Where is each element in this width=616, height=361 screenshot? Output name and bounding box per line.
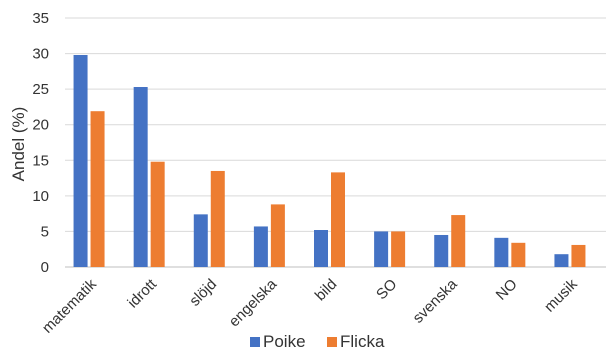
x-tick-label: bild <box>312 276 341 305</box>
x-tick-label: svenska <box>410 275 461 326</box>
bar-poike-no <box>494 237 509 267</box>
bar-poike-slöjd <box>193 214 208 267</box>
x-tick-label: musik <box>541 275 581 315</box>
bar-flicka-musik <box>571 244 586 267</box>
y-tick-label: 5 <box>41 223 49 240</box>
bar-poike-idrott <box>133 87 148 267</box>
y-axis-title: Andel (%) <box>9 107 28 182</box>
bar-poike-svenska <box>434 234 449 267</box>
bar-flicka-bild <box>331 172 345 267</box>
x-tick-label: NO <box>493 276 521 304</box>
x-tick-labels: matematik idrott slöjd engelska bild SO svensk… <box>39 275 581 337</box>
bar-poike-so <box>374 231 389 267</box>
bar-poike-musik <box>554 254 569 267</box>
bar-flicka-matematik <box>90 111 105 267</box>
bar-poike-engelska <box>253 226 268 267</box>
bar-flicka-slöjd <box>210 170 225 267</box>
bar-flicka-engelska <box>270 204 285 267</box>
y-tick-label: 0 <box>41 259 49 276</box>
legend-label: Flicka <box>340 332 385 351</box>
x-tick-label: slöjd <box>186 276 220 310</box>
y-tick-labels: 0 5 10 15 20 25 30 35 <box>32 10 49 276</box>
bar-flicka-idrott <box>150 161 165 267</box>
y-tick-label: 30 <box>32 46 49 63</box>
y-tick-label: 25 <box>32 81 49 98</box>
legend-swatch <box>250 337 260 347</box>
x-tick-label: engelska <box>226 275 281 330</box>
x-tick-label: idrott <box>124 275 160 311</box>
y-tick-label: 15 <box>32 152 49 169</box>
x-tick-label: SO <box>373 276 400 303</box>
y-tick-label: 20 <box>32 117 49 134</box>
bar-poike-bild <box>314 230 328 267</box>
legend-label: Poike <box>263 332 306 351</box>
legend: Poike Flicka <box>250 332 385 351</box>
bar-flicka-svenska <box>451 215 466 267</box>
bar-poike-matematik <box>73 54 88 267</box>
legend-swatch <box>327 337 337 347</box>
x-tick-label: matematik <box>39 275 100 336</box>
bars <box>73 54 586 267</box>
y-tick-label: 35 <box>32 10 49 27</box>
y-tick-label: 10 <box>32 188 49 205</box>
bar-flicka-no <box>511 242 526 267</box>
bar-flicka-so <box>391 231 406 267</box>
